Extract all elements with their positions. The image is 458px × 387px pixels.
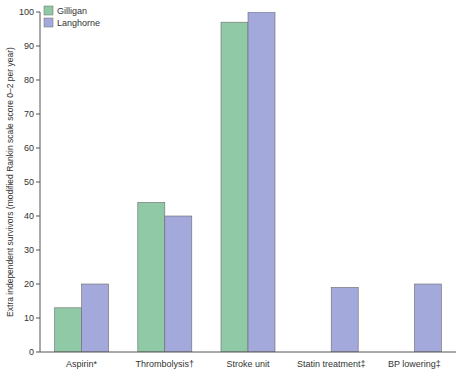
y-tick (36, 12, 40, 13)
bar (138, 202, 165, 352)
bar (248, 12, 275, 352)
bar (331, 287, 358, 352)
chart-container: Extra independent survivors (modified Ra… (0, 0, 458, 387)
y-tick-label: 60 (24, 143, 34, 153)
y-axis-line (40, 12, 41, 352)
bar (82, 284, 109, 352)
legend: Gilligan Langhorne (44, 6, 100, 28)
y-tick-label: 30 (24, 245, 34, 255)
y-tick-label: 0 (29, 347, 34, 357)
x-tick-label: Stroke unit (226, 359, 270, 369)
y-tick-label: 40 (24, 211, 34, 221)
legend-label: Gilligan (57, 6, 87, 16)
y-tick-label: 10 (24, 313, 34, 323)
y-tick (36, 182, 40, 183)
chart-svg: Extra independent survivors (modified Ra… (0, 0, 458, 387)
bar (55, 308, 82, 352)
x-tick-label: Aspirin* (66, 359, 98, 369)
y-tick (36, 80, 40, 81)
y-tick (36, 250, 40, 251)
x-axis-line (40, 352, 456, 353)
x-tick-label: BP lowering‡ (388, 359, 441, 369)
bar (165, 216, 192, 352)
y-tick-label: 20 (24, 279, 34, 289)
y-tick (36, 114, 40, 115)
y-tick-label: 80 (24, 75, 34, 85)
y-tick-label: 70 (24, 109, 34, 119)
bar (414, 284, 441, 352)
y-tick-label: 100 (19, 7, 34, 17)
y-tick (36, 352, 40, 353)
legend-swatch (44, 18, 53, 27)
y-tick (36, 216, 40, 217)
y-tick-label: 50 (24, 177, 34, 187)
y-tick (36, 284, 40, 285)
y-tick-label: 90 (24, 41, 34, 51)
bars (55, 12, 442, 352)
legend-label: Langhorne (57, 18, 100, 28)
x-tick-label: Thrombolysis† (136, 359, 195, 369)
y-tick (36, 148, 40, 149)
bar (221, 22, 248, 352)
x-tick-label: Statin treatment‡ (297, 359, 366, 369)
y-axis-label: Extra independent survivors (modified Ra… (5, 47, 15, 317)
legend-swatch (44, 6, 53, 15)
y-tick (36, 46, 40, 47)
y-tick (36, 318, 40, 319)
